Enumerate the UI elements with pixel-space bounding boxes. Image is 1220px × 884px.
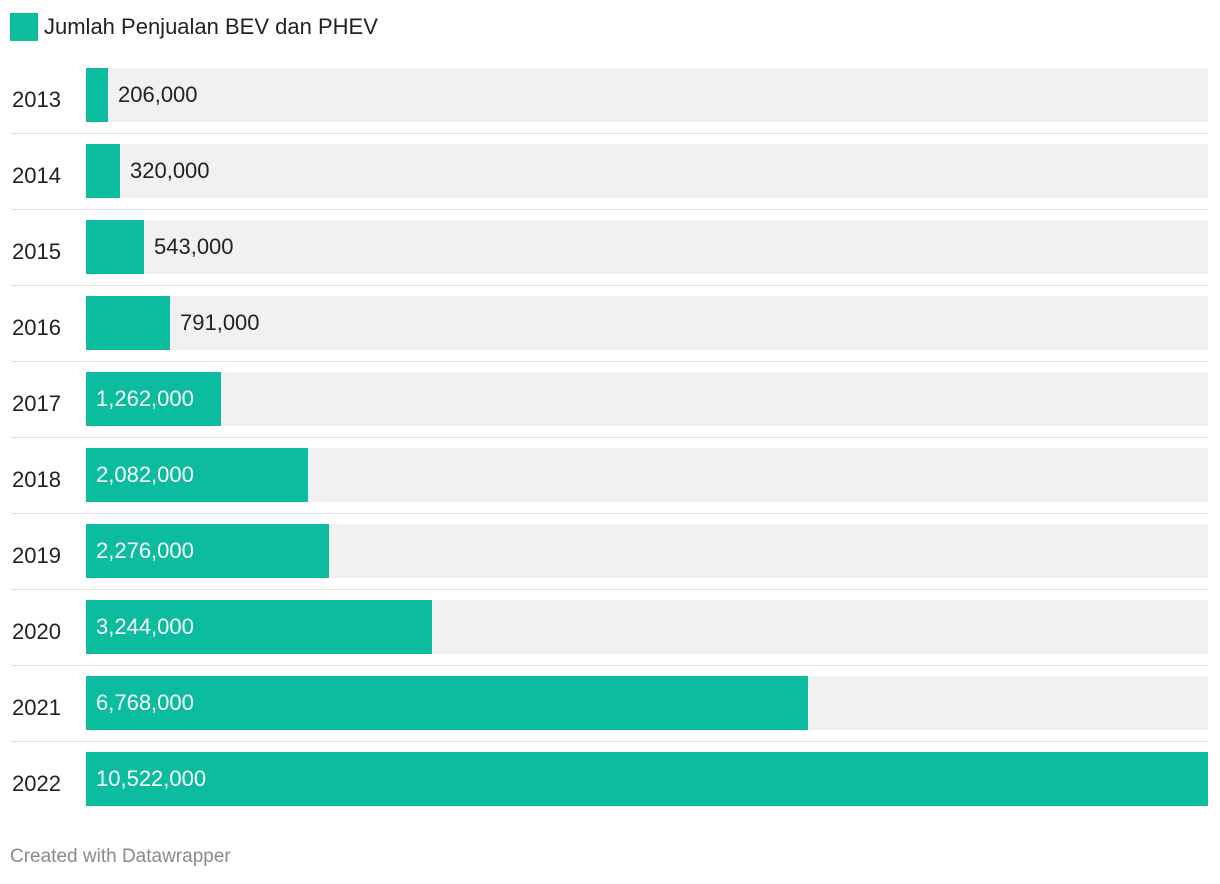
- data-label: 791,000: [180, 310, 260, 335]
- row-divider: [12, 437, 1208, 438]
- category-label: 2014: [12, 163, 61, 188]
- category-label: 2020: [12, 619, 61, 644]
- bar-row: 2018 2,082,000: [0, 448, 1220, 524]
- bar[interactable]: [86, 144, 120, 198]
- data-label: 10,522,000: [96, 766, 207, 791]
- category-label: 2015: [12, 239, 61, 264]
- row-divider: [12, 665, 1208, 666]
- row-divider: [12, 741, 1208, 742]
- bar-track: 3,244,000: [86, 600, 1208, 654]
- bar[interactable]: [86, 752, 1208, 806]
- category-label: 2016: [12, 315, 61, 340]
- bar[interactable]: [86, 676, 808, 730]
- row-divider: [12, 513, 1208, 514]
- data-label: 320,000: [130, 158, 210, 183]
- category-label: 2022: [12, 771, 61, 796]
- bar-row: 2020 3,244,000: [0, 600, 1220, 676]
- data-label: 2,276,000: [96, 538, 194, 563]
- row-divider: [12, 361, 1208, 362]
- category-label: 2017: [12, 391, 61, 416]
- bar[interactable]: [86, 68, 108, 122]
- data-label: 6,768,000: [96, 690, 194, 715]
- bar-row: 2013 206,000: [0, 68, 1220, 144]
- bar-track: 2,276,000: [86, 524, 1208, 578]
- data-label: 206,000: [118, 82, 198, 107]
- footer-credit[interactable]: Created with Datawrapper: [10, 846, 231, 867]
- bar[interactable]: [86, 296, 170, 350]
- bar-row: 2014 320,000: [0, 144, 1220, 220]
- legend: Jumlah Penjualan BEV dan PHEV: [10, 12, 378, 42]
- data-label: 1,262,000: [96, 386, 194, 411]
- bar-row: 2015 543,000: [0, 220, 1220, 296]
- bar[interactable]: [86, 372, 221, 426]
- bar[interactable]: [86, 220, 144, 274]
- data-label: 543,000: [154, 234, 234, 259]
- row-divider: [12, 285, 1208, 286]
- bar-row: 2019 2,276,000: [0, 524, 1220, 600]
- bar-track: 543,000: [86, 220, 1208, 274]
- bar-track: 6,768,000: [86, 676, 1208, 730]
- category-label: 2019: [12, 543, 61, 568]
- bar-row: 2022 10,522,000: [0, 752, 1220, 828]
- category-label: 2013: [12, 87, 61, 112]
- category-label: 2021: [12, 695, 61, 720]
- bar-track: 1,262,000: [86, 372, 1208, 426]
- category-label: 2018: [12, 467, 61, 492]
- row-divider: [12, 133, 1208, 134]
- bar[interactable]: [86, 600, 432, 654]
- bar-row: 2021 6,768,000: [0, 676, 1220, 752]
- bar-row: 2017 1,262,000: [0, 372, 1220, 448]
- bar-track: 10,522,000: [86, 752, 1208, 806]
- legend-label: Jumlah Penjualan BEV dan PHEV: [44, 14, 378, 39]
- bar-row: 2016 791,000: [0, 296, 1220, 372]
- bar[interactable]: [86, 448, 308, 502]
- row-divider: [12, 209, 1208, 210]
- row-divider: [12, 589, 1208, 590]
- bar-track: 791,000: [86, 296, 1208, 350]
- legend-swatch: [10, 13, 38, 41]
- bar-track: 320,000: [86, 144, 1208, 198]
- data-label: 3,244,000: [96, 614, 194, 639]
- bar[interactable]: [86, 524, 329, 578]
- data-label: 2,082,000: [96, 462, 194, 487]
- bar-track: 206,000: [86, 68, 1208, 122]
- bar-track: 2,082,000: [86, 448, 1208, 502]
